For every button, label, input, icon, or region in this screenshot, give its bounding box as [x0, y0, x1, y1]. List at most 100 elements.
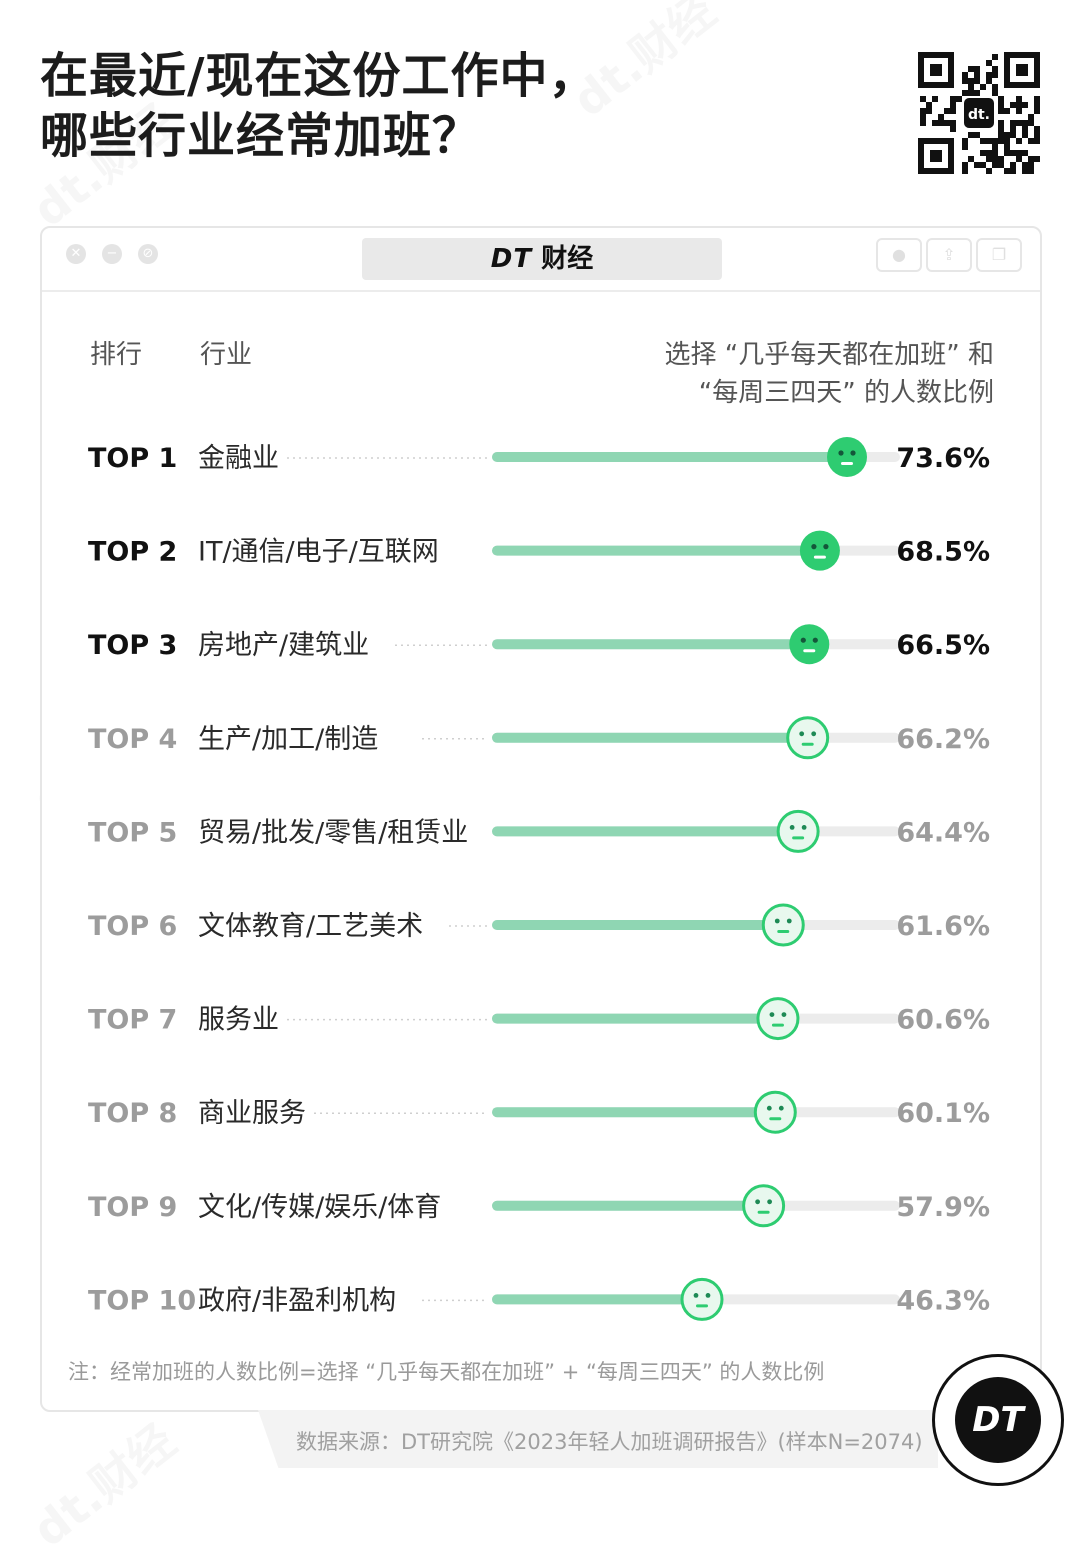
- face-mouth: [841, 462, 853, 465]
- face-eye: [778, 1105, 784, 1111]
- face-eye: [823, 544, 829, 550]
- maximize-icon[interactable]: ⊘: [138, 244, 158, 264]
- face-eye: [789, 825, 795, 830]
- category-label: 政府/非盈利机构: [198, 1285, 396, 1316]
- face-icon: [753, 1090, 797, 1134]
- rank-label: TOP 4: [88, 724, 177, 755]
- face-icon: [742, 1184, 786, 1228]
- bar: [492, 452, 847, 462]
- face-eye: [799, 731, 805, 737]
- rank-label: TOP 9: [88, 1192, 177, 1223]
- rank-label: TOP 10: [88, 1285, 196, 1316]
- face-mouth: [757, 1210, 770, 1214]
- minimize-icon[interactable]: −: [102, 244, 122, 264]
- qr-code[interactable]: dt.: [918, 52, 1040, 174]
- face-mouth: [813, 555, 826, 559]
- face-mouth: [777, 930, 790, 933]
- bar: [492, 639, 810, 650]
- copy-icon[interactable]: ❐: [976, 238, 1022, 272]
- chart-window: ✕ − ⊘ DT 财经 ● ⇪ ❐ 排行 行业 选择 “几乎每天都在加班” 和 …: [40, 226, 1042, 1412]
- face-eye: [781, 1012, 787, 1017]
- face-eye: [800, 637, 806, 643]
- face-icon: [680, 1277, 724, 1321]
- face-eye: [705, 1293, 711, 1298]
- face-eye: [769, 1012, 775, 1017]
- rank-label: TOP 6: [88, 911, 177, 942]
- title-line-2: 哪些行业经常加班？: [40, 108, 482, 164]
- source-bar: [258, 1410, 938, 1468]
- header-value: 选择 “几乎每天都在加班” 和 “每周三四天” 的人数比例: [642, 336, 994, 412]
- bar: [492, 826, 799, 837]
- close-icon[interactable]: ✕: [66, 244, 86, 264]
- face-mouth: [696, 1304, 708, 1308]
- header-rank: 排行: [90, 340, 143, 370]
- face-icon: [827, 437, 867, 477]
- face-eye: [766, 1105, 772, 1111]
- rank-label: TOP 3: [88, 630, 177, 661]
- category-label: IT/通信/电子/互联网: [198, 537, 439, 568]
- value-label: 60.6%: [896, 1005, 990, 1036]
- share-icon[interactable]: ⇪: [926, 238, 972, 272]
- face-mouth: [769, 1117, 782, 1121]
- value-label: 60.1%: [896, 1098, 990, 1129]
- dt-badge: DT: [932, 1354, 1064, 1486]
- dt-badge-logo: DT: [955, 1377, 1041, 1463]
- category-label: 金融业: [198, 443, 279, 474]
- title-line-1: 在最近/现在这份工作中，: [40, 48, 598, 104]
- header-value-line-1: 选择 “几乎每天都在加班” 和: [664, 340, 994, 370]
- face-eye: [811, 731, 817, 737]
- bar: [492, 1294, 702, 1305]
- face-icon: [789, 624, 830, 665]
- rank-label: TOP 2: [88, 537, 177, 568]
- value-label: 66.2%: [896, 724, 990, 755]
- face-eye: [801, 825, 807, 830]
- face-eye: [850, 450, 856, 456]
- face-icon: [799, 530, 840, 571]
- value-label: 64.4%: [896, 817, 990, 848]
- value-label: 73.6%: [896, 443, 990, 474]
- qr-logo: dt.: [968, 107, 990, 123]
- face-mouth: [792, 836, 805, 840]
- value-label: 57.9%: [896, 1192, 990, 1223]
- rank-label: TOP 5: [88, 817, 177, 848]
- record-icon[interactable]: ●: [876, 238, 922, 272]
- value-label: 66.5%: [896, 630, 990, 661]
- category-label: 商业服务: [198, 1098, 306, 1129]
- face-mouth: [801, 742, 814, 746]
- rank-label: TOP 1: [88, 443, 177, 474]
- brand-title-bar: DT 财经: [362, 238, 722, 280]
- bar: [492, 545, 820, 556]
- category-label: 文化/传媒/娱乐/体育: [198, 1192, 441, 1223]
- header-industry: 行业: [200, 340, 253, 370]
- header-value-line-2: “每周三四天” 的人数比例: [698, 378, 994, 408]
- bar: [492, 1013, 778, 1024]
- category-label: 生产/加工/制造: [198, 724, 378, 755]
- face-eye: [786, 918, 792, 924]
- window-toolbar: ✕ − ⊘ DT 财经 ● ⇪ ❐: [42, 228, 1040, 292]
- category-label: 文体教育/工艺美术: [198, 911, 423, 942]
- face-icon: [786, 716, 830, 760]
- page-title: 在最近/现在这份工作中， 哪些行业经常加班？: [40, 46, 598, 166]
- face-eye: [812, 637, 818, 643]
- face-icon: [761, 903, 805, 947]
- value-label: 68.5%: [896, 537, 990, 568]
- face-eye: [755, 1199, 761, 1205]
- bar-chart: TOP 1 金融业 73.6% TOP 2 IT/通信/电子/互联网 68.5% TOP 3…: [88, 437, 990, 1321]
- bar: [492, 732, 808, 743]
- face-eye: [838, 450, 844, 456]
- face-mouth: [803, 649, 816, 653]
- face-icon: [756, 997, 800, 1041]
- brand-dt: DT: [490, 244, 533, 274]
- face-icon: [776, 809, 820, 853]
- data-source: 数据来源：DT研究院《2023年轻人加班调研报告》(样本N=2074): [296, 1430, 923, 1454]
- value-label: 61.6%: [896, 911, 990, 942]
- category-label: 房地产/建筑业: [198, 630, 369, 661]
- category-label: 贸易/批发/零售/租赁业: [198, 817, 468, 848]
- face-eye: [811, 544, 817, 550]
- bar: [492, 1200, 764, 1211]
- face-eye: [693, 1293, 699, 1298]
- brand-name: 财经: [541, 244, 594, 274]
- rank-label: TOP 8: [88, 1098, 177, 1129]
- footnote: 注：经常加班的人数比例=选择 “几乎每天都在加班” + “每周三四天” 的人数比…: [68, 1360, 825, 1384]
- category-label: 服务业: [198, 1005, 279, 1036]
